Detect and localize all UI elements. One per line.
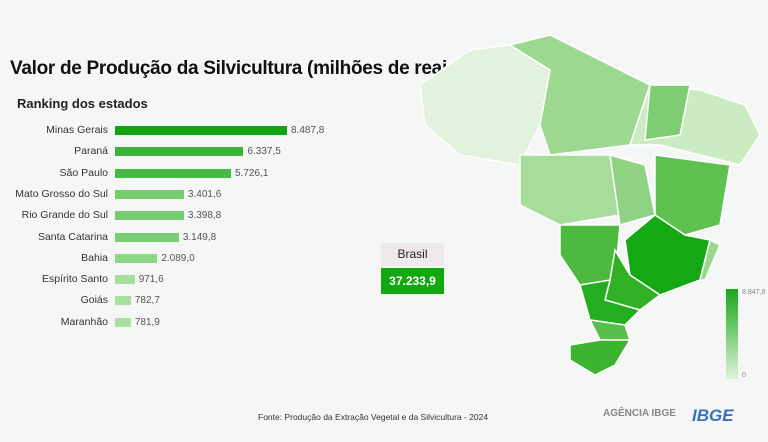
- map-maranhao: [644, 84, 691, 141]
- map-minas-gerais: [624, 214, 711, 296]
- bar-label: Maranhão: [60, 315, 108, 328]
- bar-value: 3.398,8: [187, 210, 222, 222]
- chart-subtitle: Ranking dos estados: [17, 96, 148, 111]
- agencia-ibge-logo: AGÊNCIA IBGE: [603, 408, 676, 419]
- bar-value: 3.401,6: [187, 188, 222, 200]
- bar-label: Paraná: [74, 145, 108, 158]
- bar-value: 781,9: [134, 316, 160, 328]
- bar: [115, 253, 158, 263]
- bar: [115, 168, 232, 178]
- bar-value: 6.337,5: [247, 146, 281, 158]
- total-value: 37.233,9: [381, 268, 444, 294]
- bar-label: Santa Catarina: [37, 230, 108, 243]
- map-espirito-santo: [699, 238, 721, 281]
- total-label: Brasil: [381, 243, 444, 266]
- brazil-map: [419, 34, 761, 376]
- bar: [115, 296, 131, 306]
- bar: [115, 275, 135, 285]
- legend-min: 0: [742, 372, 746, 379]
- bar-value: 782,7: [134, 295, 160, 307]
- bar-label: Minas Gerais: [46, 124, 108, 136]
- bar-label: Goiás: [80, 294, 108, 307]
- bar-label: Bahia: [81, 251, 108, 264]
- bar-value: 971,6: [138, 274, 164, 286]
- map-north-west: [419, 44, 551, 166]
- bar-label: Rio Grande do Sul: [21, 209, 108, 222]
- bar-value: 5.726,1: [235, 167, 269, 179]
- map-rio-grande-do-sul: [569, 339, 632, 376]
- bar-label: Espírito Santo: [42, 273, 108, 286]
- legend-color-scale: [726, 289, 738, 379]
- bar-value: 3.149,8: [182, 231, 217, 243]
- bar: [115, 189, 184, 199]
- map-mato-grosso: [519, 154, 621, 226]
- bar: [115, 126, 287, 135]
- bar-label: Mato Grosso do Sul: [15, 187, 108, 200]
- chart-title: Valor de Produção da Silvicultura (milhõ…: [10, 58, 464, 79]
- legend-max: 8.847,8: [742, 289, 766, 296]
- bar-value: 2.089,0: [161, 252, 195, 264]
- bar: [115, 147, 244, 157]
- bar-label: São Paulo: [59, 166, 108, 179]
- source-note: Fonte: Produção da Extração Vegetal e da…: [258, 412, 489, 422]
- bar-value: 8.487,8: [291, 125, 325, 136]
- ibge-logo: IBGE: [692, 406, 734, 425]
- bar: [115, 211, 184, 221]
- map-bahia: [654, 154, 731, 236]
- bar: [115, 317, 131, 327]
- bar: [115, 232, 179, 242]
